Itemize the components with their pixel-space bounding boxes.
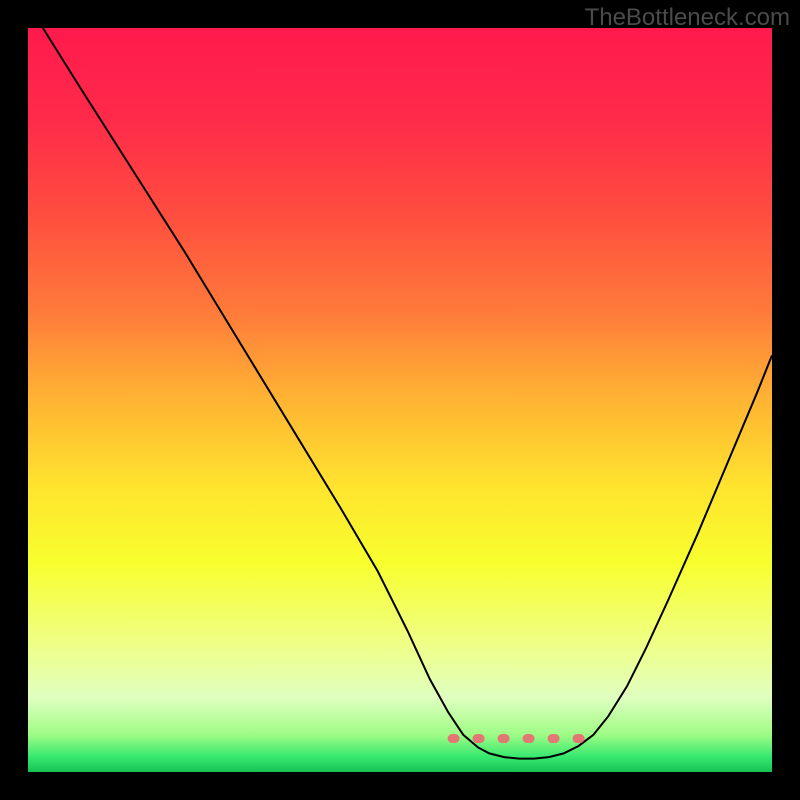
chart-page: TheBottleneck.com — [0, 0, 800, 800]
bottleneck-chart — [0, 0, 800, 800]
watermark-text: TheBottleneck.com — [585, 4, 790, 32]
plot-background-gradient — [28, 28, 772, 772]
